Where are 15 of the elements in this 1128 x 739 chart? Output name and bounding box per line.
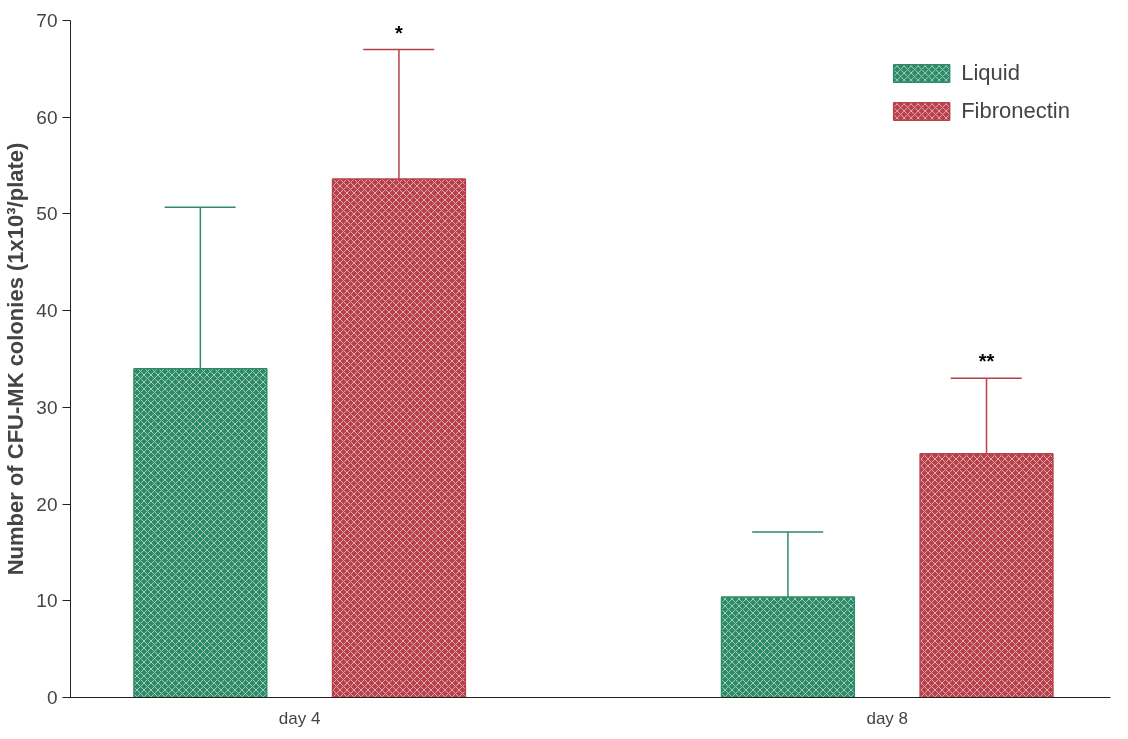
y-tick-label: 30 (36, 396, 58, 418)
y-tick-label: 50 (36, 203, 58, 225)
x-tick-label: day 4 (278, 708, 321, 728)
y-tick-label: 20 (36, 493, 58, 515)
y-tick-label: 70 (36, 10, 58, 31)
annotation: * (395, 21, 404, 44)
y-axis-title: Number of CFU-MK colonies (1x10³/plate) (3, 142, 29, 576)
legend-label: Liquid (961, 60, 1020, 86)
legend-label: Fibronectin (961, 98, 1070, 124)
y-tick-label: 60 (36, 106, 58, 128)
y-tick-label: 40 (36, 300, 58, 322)
y-tick-label: 10 (36, 590, 58, 612)
y-tick-label: 0 (46, 687, 58, 708)
x-tick-label: day 8 (866, 708, 909, 728)
annotation: ** (978, 350, 995, 373)
